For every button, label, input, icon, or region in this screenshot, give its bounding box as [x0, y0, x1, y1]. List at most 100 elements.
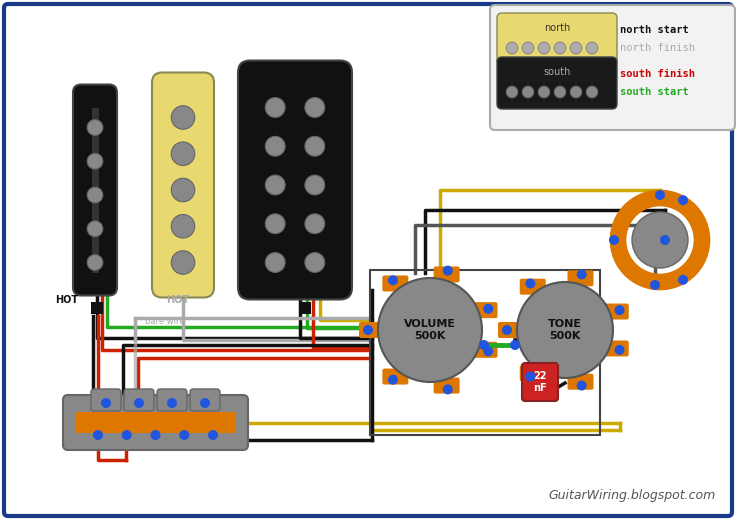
FancyBboxPatch shape	[434, 266, 460, 282]
Circle shape	[443, 384, 453, 394]
Circle shape	[171, 251, 195, 274]
Circle shape	[526, 279, 535, 289]
FancyBboxPatch shape	[152, 72, 214, 297]
Circle shape	[522, 42, 534, 54]
Bar	[91, 302, 103, 314]
Circle shape	[517, 282, 613, 378]
Text: HOT: HOT	[255, 290, 278, 300]
Text: TONE
500K: TONE 500K	[548, 319, 582, 341]
Circle shape	[522, 86, 534, 98]
FancyBboxPatch shape	[63, 395, 248, 450]
Circle shape	[678, 195, 688, 205]
Circle shape	[150, 430, 160, 440]
Circle shape	[586, 42, 598, 54]
FancyBboxPatch shape	[603, 304, 629, 319]
Circle shape	[479, 340, 489, 350]
Circle shape	[576, 381, 587, 391]
Circle shape	[660, 235, 670, 245]
Text: south: south	[543, 67, 570, 77]
Text: HOT: HOT	[55, 295, 79, 305]
Bar	[299, 302, 311, 314]
Circle shape	[305, 214, 325, 233]
Circle shape	[87, 221, 103, 237]
Circle shape	[506, 42, 518, 54]
FancyBboxPatch shape	[124, 389, 154, 411]
FancyBboxPatch shape	[497, 57, 617, 109]
Circle shape	[615, 345, 625, 355]
Circle shape	[208, 430, 218, 440]
Text: north: north	[544, 23, 570, 33]
Circle shape	[134, 398, 144, 408]
Text: VOLUME
500K: VOLUME 500K	[404, 319, 456, 341]
FancyBboxPatch shape	[238, 60, 352, 300]
Circle shape	[538, 86, 550, 98]
Circle shape	[388, 275, 398, 285]
FancyBboxPatch shape	[603, 341, 629, 357]
FancyBboxPatch shape	[567, 270, 593, 287]
FancyBboxPatch shape	[383, 369, 408, 384]
Circle shape	[171, 142, 195, 165]
FancyBboxPatch shape	[157, 389, 187, 411]
Circle shape	[576, 269, 587, 279]
Circle shape	[101, 398, 111, 408]
Circle shape	[171, 106, 195, 129]
Bar	[76, 412, 235, 433]
Circle shape	[554, 86, 566, 98]
Text: north finish: north finish	[620, 43, 695, 53]
FancyBboxPatch shape	[498, 322, 524, 338]
Circle shape	[305, 98, 325, 118]
FancyBboxPatch shape	[497, 13, 617, 65]
Circle shape	[538, 42, 550, 54]
Circle shape	[87, 187, 103, 203]
FancyBboxPatch shape	[91, 389, 121, 411]
FancyBboxPatch shape	[490, 5, 735, 130]
Circle shape	[615, 305, 625, 315]
Circle shape	[570, 86, 582, 98]
Circle shape	[121, 430, 132, 440]
Circle shape	[305, 175, 325, 195]
Circle shape	[484, 346, 493, 356]
Text: south start: south start	[620, 87, 689, 97]
Circle shape	[265, 175, 285, 195]
Circle shape	[363, 325, 373, 335]
FancyBboxPatch shape	[520, 279, 546, 295]
FancyBboxPatch shape	[522, 363, 558, 401]
Circle shape	[655, 190, 665, 200]
Text: HOT: HOT	[166, 295, 190, 305]
Text: south finish: south finish	[620, 69, 695, 79]
Text: bare wire: bare wire	[145, 318, 185, 327]
Circle shape	[93, 430, 103, 440]
Circle shape	[586, 86, 598, 98]
Circle shape	[510, 340, 520, 350]
Circle shape	[265, 98, 285, 118]
Circle shape	[502, 325, 512, 335]
FancyBboxPatch shape	[190, 389, 220, 411]
Circle shape	[265, 136, 285, 156]
Text: 22
nF: 22 nF	[533, 371, 547, 393]
Text: GuitarWiring.blogspot.com: GuitarWiring.blogspot.com	[549, 489, 716, 502]
Circle shape	[443, 266, 453, 276]
Circle shape	[265, 214, 285, 233]
Bar	[91, 108, 99, 272]
Circle shape	[632, 212, 688, 268]
Circle shape	[506, 86, 518, 98]
Circle shape	[526, 371, 535, 382]
FancyBboxPatch shape	[567, 374, 593, 389]
FancyBboxPatch shape	[472, 302, 498, 318]
FancyBboxPatch shape	[472, 342, 498, 358]
Circle shape	[167, 398, 177, 408]
FancyBboxPatch shape	[383, 276, 408, 292]
FancyBboxPatch shape	[434, 378, 460, 394]
Circle shape	[484, 304, 493, 314]
Circle shape	[180, 430, 189, 440]
Circle shape	[87, 153, 103, 169]
Circle shape	[265, 253, 285, 272]
Circle shape	[87, 120, 103, 135]
Circle shape	[609, 235, 619, 245]
Circle shape	[570, 42, 582, 54]
Text: north start: north start	[620, 25, 689, 35]
Circle shape	[554, 42, 566, 54]
Circle shape	[650, 280, 660, 290]
Circle shape	[388, 375, 398, 385]
Circle shape	[678, 275, 688, 285]
